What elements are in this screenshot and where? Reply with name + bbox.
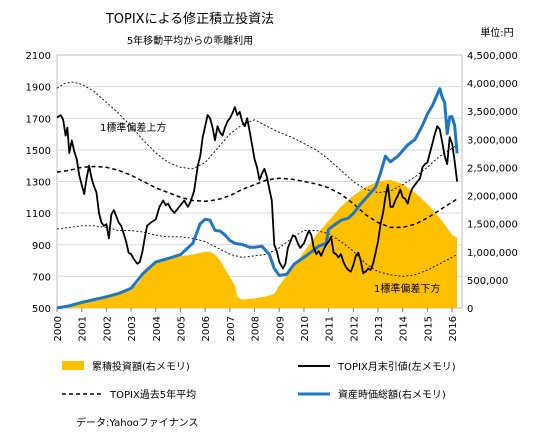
series-topix bbox=[56, 106, 458, 275]
right-axis: 0 500,000 1,000,000 1,500,000 2,000,000 2,500… bbox=[467, 51, 518, 315]
series-cumulative-area bbox=[57, 179, 458, 308]
right-tick-label: 3,500,000 bbox=[467, 107, 518, 118]
left-tick-label: 1100 bbox=[26, 209, 51, 220]
left-tick-label: 1300 bbox=[26, 178, 51, 189]
unit-label: 単位:円 bbox=[480, 26, 513, 39]
x-tick-label: 2001 bbox=[78, 316, 89, 341]
legend-label-topix: TOPIX月末引値(左メモリ) bbox=[337, 360, 456, 373]
x-tick-label: 2005 bbox=[176, 316, 187, 341]
left-tick-label: 1500 bbox=[26, 146, 51, 157]
x-axis: 2000 2001 2002 2003 2004 2005 2006 2007 2008 2009… bbox=[53, 308, 459, 341]
series-upper-band bbox=[56, 81, 458, 194]
x-tick-label: 2011 bbox=[325, 316, 336, 341]
right-tick-label: 4,500,000 bbox=[467, 51, 518, 62]
source-note: データ:Yahooファイナンス bbox=[76, 416, 198, 429]
legend-label-ma5: TOPIX過去5年平均 bbox=[109, 388, 196, 401]
legend: 累積投資額(右メモリ) TOPIX月末引値(左メモリ) TOPIX過去5年平均 … bbox=[62, 360, 456, 401]
lower-band-annotation: 1標準偏差下方 bbox=[374, 282, 440, 295]
x-tick-label: 2004 bbox=[152, 316, 163, 341]
legend-swatch-cumulative bbox=[62, 361, 84, 370]
right-tick-label: 4,000,000 bbox=[467, 79, 518, 90]
x-tick-label: 2002 bbox=[102, 316, 113, 341]
right-tick-label: 500,000 bbox=[467, 276, 508, 287]
right-tick-label: 2,000,000 bbox=[467, 192, 518, 203]
chart-title: TOPIXによる修正積立投資法 bbox=[105, 11, 274, 27]
left-tick-label: 2100 bbox=[26, 51, 51, 62]
x-tick-label: 2015 bbox=[423, 316, 434, 341]
upper-band-annotation: 1標準偏差上方 bbox=[100, 121, 166, 134]
right-tick-label: 3,000,000 bbox=[467, 135, 518, 146]
left-tick-label: 1700 bbox=[26, 114, 51, 125]
right-tick-label: 2,500,000 bbox=[467, 163, 518, 174]
x-tick-label: 2012 bbox=[349, 316, 360, 341]
x-tick-label: 2006 bbox=[201, 316, 212, 341]
x-tick-label: 2016 bbox=[448, 316, 459, 341]
left-tick-label: 900 bbox=[32, 241, 51, 252]
legend-label-cumulative: 累積投資額(右メモリ) bbox=[92, 360, 190, 373]
x-tick-label: 2013 bbox=[374, 316, 385, 341]
series-lower-band bbox=[56, 225, 458, 277]
left-tick-label: 1900 bbox=[26, 83, 51, 94]
left-tick-label: 700 bbox=[32, 272, 51, 283]
series-asset-value bbox=[56, 87, 459, 310]
left-axis: 500 700 900 1100 1300 1500 1700 1900 2100 bbox=[26, 51, 51, 315]
x-tick-label: 2008 bbox=[251, 316, 262, 341]
x-tick-label: 2003 bbox=[127, 316, 138, 341]
legend-label-asset: 資産時価総額(右メモリ) bbox=[338, 388, 446, 401]
x-tick-label: 2009 bbox=[275, 316, 286, 341]
plot-area bbox=[56, 54, 463, 310]
chart-subtitle: 5年移動平均からの乖離利用 bbox=[127, 34, 253, 47]
left-tick-label: 500 bbox=[32, 304, 51, 315]
right-tick-label: 1,000,000 bbox=[467, 248, 518, 259]
x-tick-label: 2010 bbox=[300, 316, 311, 341]
series-topix-ma5 bbox=[56, 165, 458, 229]
x-tick-label: 2000 bbox=[53, 316, 64, 341]
x-tick-label: 2007 bbox=[226, 316, 237, 341]
right-tick-label: 0 bbox=[467, 304, 473, 315]
x-tick-label: 2014 bbox=[399, 316, 410, 341]
right-tick-label: 1,500,000 bbox=[467, 220, 518, 231]
